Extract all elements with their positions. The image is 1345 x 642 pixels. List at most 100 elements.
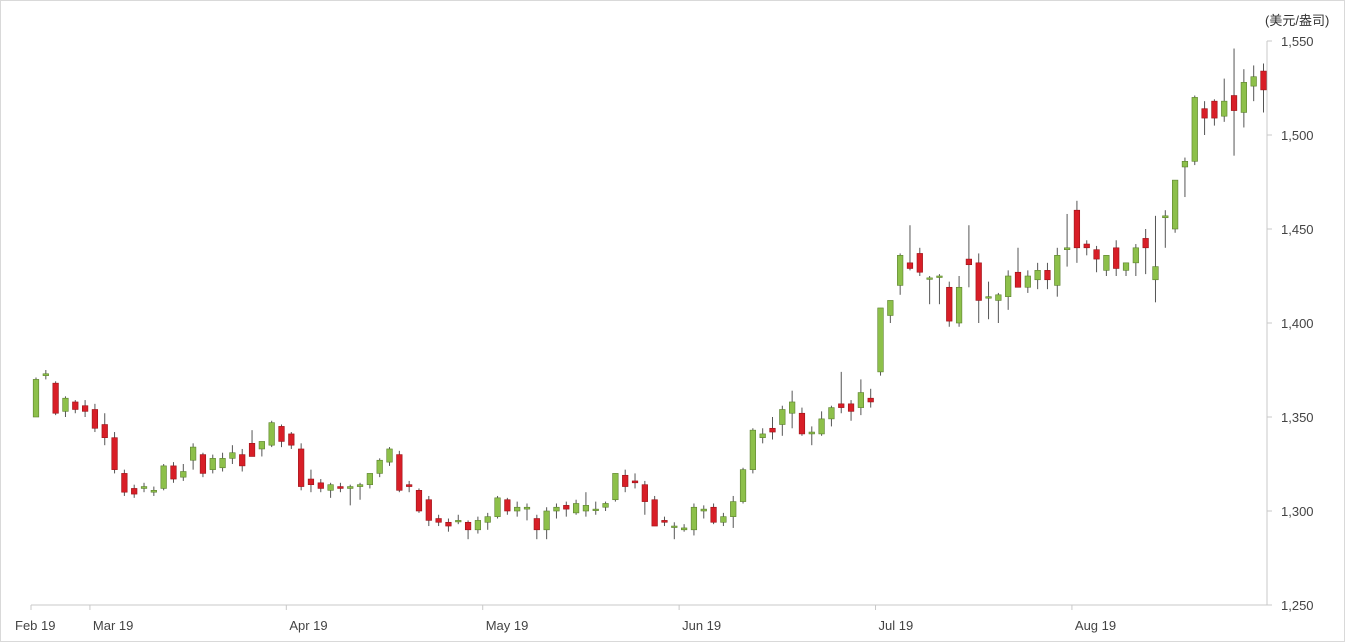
candle-up [1064, 213, 1071, 267]
candle-body [32, 379, 40, 418]
candle-body [190, 446, 197, 461]
candle-body [828, 407, 835, 420]
candle-down [965, 225, 972, 288]
candle-down [1260, 63, 1267, 113]
x-tick-label: Aug 19 [1075, 618, 1116, 633]
candle-body [572, 503, 580, 514]
candle-body [582, 505, 590, 512]
candle-body [150, 490, 157, 493]
candle-down [307, 469, 315, 493]
candle-up [219, 452, 226, 472]
candle-down [563, 501, 570, 517]
candle-up [1005, 270, 1012, 310]
candle-up [1240, 69, 1247, 128]
candle-down [1083, 240, 1090, 256]
candle-up [140, 482, 148, 493]
candle-body [877, 307, 884, 373]
candle-up [995, 292, 1002, 323]
candle-body [1162, 215, 1169, 219]
candle-body [1093, 249, 1100, 260]
candle-down [769, 417, 776, 440]
candle-down [337, 482, 344, 493]
candle-body [1014, 271, 1022, 288]
candle-up [700, 505, 707, 519]
candle-down [170, 462, 177, 483]
candle-up [1132, 244, 1139, 276]
candle-down [435, 514, 442, 527]
candle-body [484, 516, 491, 523]
candle-body [671, 525, 678, 528]
candle-body [1005, 275, 1012, 297]
candle-down [710, 503, 717, 525]
candle-down [317, 479, 324, 493]
candle-up [1172, 179, 1179, 233]
candle-up [553, 503, 560, 519]
candle-down [631, 473, 639, 489]
candle-body [916, 253, 923, 273]
candle-body [769, 427, 776, 433]
candle-up [739, 467, 747, 504]
y-tick-label: 1,400 [1281, 316, 1314, 331]
candle-body [62, 397, 69, 412]
candle-up [484, 512, 491, 530]
candle-up [494, 495, 501, 519]
candle-up [1103, 255, 1110, 276]
candle-up [1034, 262, 1041, 290]
candle-body [494, 497, 501, 517]
candle-body [1122, 262, 1130, 271]
y-axis-ticks: 1,250 1,300 1,350 1,400 1,450 1,500 1,550 [1267, 34, 1314, 613]
candle-body [298, 448, 305, 487]
candle-body [1064, 247, 1071, 250]
candle-body [1024, 275, 1031, 288]
candle-down [464, 520, 472, 540]
candle-body [425, 499, 432, 521]
candle-body [376, 459, 383, 474]
y-tick-label: 1,350 [1281, 410, 1314, 425]
candle-up [268, 420, 275, 448]
candle-down [415, 488, 423, 513]
candle-up [327, 482, 334, 498]
candle-body [1083, 243, 1090, 249]
candle-up [592, 501, 599, 515]
candle-body [356, 484, 364, 487]
candle-up [62, 396, 69, 417]
candle-down [838, 371, 845, 414]
candle-body [563, 505, 570, 510]
candle-up [955, 276, 963, 327]
candle-up [749, 428, 756, 474]
candle-body [965, 258, 972, 266]
candle-down [847, 400, 855, 421]
candle-body [690, 506, 698, 531]
candle-body [955, 286, 963, 324]
candle-up [258, 441, 265, 457]
candle-body [239, 454, 246, 467]
candle-body [798, 412, 806, 435]
candle-body [847, 403, 855, 412]
candle-body [946, 286, 953, 322]
candle-down [1142, 229, 1149, 275]
x-tick-label: Feb 19 [15, 618, 55, 633]
candle-up [857, 379, 864, 416]
candle-body [553, 506, 560, 512]
candle-body [818, 418, 825, 435]
candle-body [533, 518, 540, 531]
y-tick-label: 1,300 [1281, 504, 1314, 519]
candle-down [406, 480, 413, 493]
x-tick-label: May 19 [486, 618, 529, 633]
candle-body [82, 405, 89, 412]
candle-down [131, 484, 138, 498]
candle-body [52, 382, 59, 414]
candle-up [356, 482, 364, 500]
candle-up [229, 445, 236, 464]
candle-body [749, 429, 756, 470]
candle-body [504, 499, 511, 512]
candle-body [612, 473, 619, 501]
y-axis-unit-label: (美元/盎司) [1265, 13, 1329, 28]
candle-up [1054, 247, 1061, 297]
candle-down [445, 518, 452, 532]
candle-body [474, 520, 482, 531]
candle-body [857, 392, 864, 408]
candle-up [779, 405, 786, 436]
candle-body [1172, 179, 1179, 230]
candle-body [219, 458, 226, 469]
